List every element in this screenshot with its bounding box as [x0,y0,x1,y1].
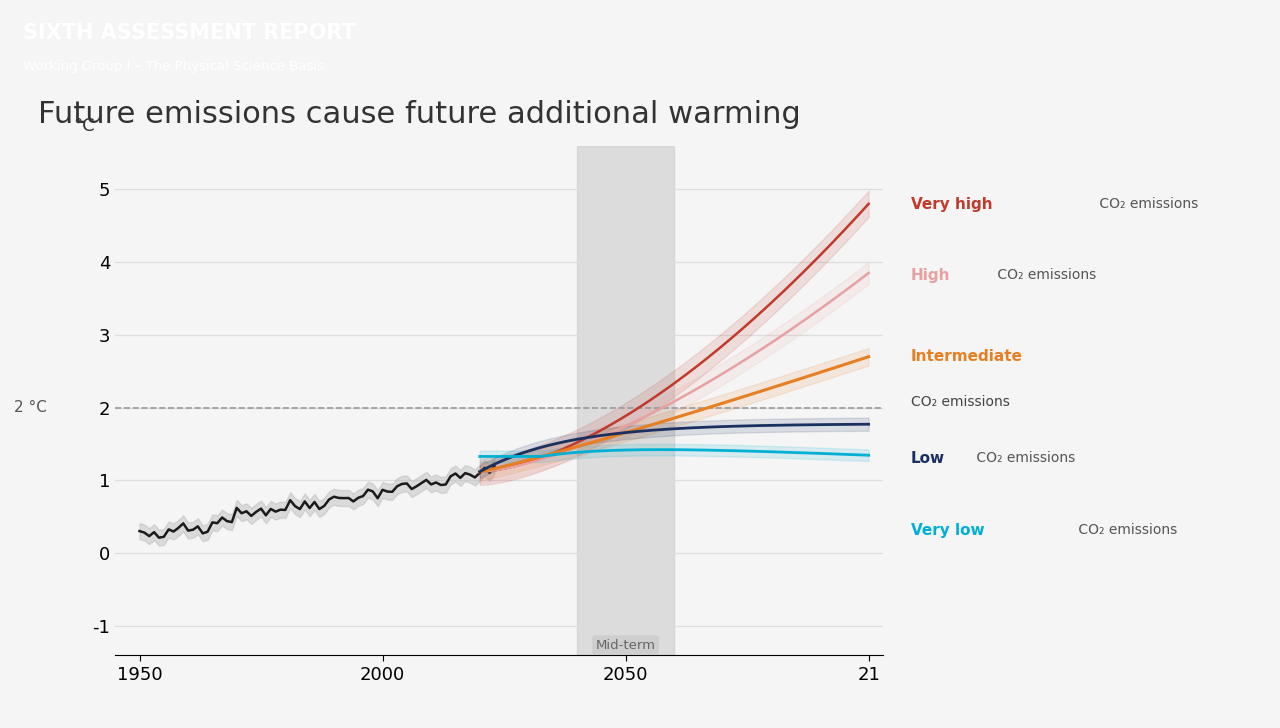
Text: CO₂ emissions: CO₂ emissions [1074,523,1178,537]
Text: SIXTH ASSESSMENT REPORT: SIXTH ASSESSMENT REPORT [23,23,356,44]
Text: CO₂ emissions: CO₂ emissions [1094,197,1198,210]
Text: Future emissions cause future additional warming: Future emissions cause future additional… [38,100,801,129]
Text: CO₂ emissions: CO₂ emissions [911,395,1010,409]
Text: Low: Low [911,451,945,467]
Text: High: High [911,268,950,283]
Text: 2 °C: 2 °C [14,400,47,415]
Text: Mid-term: Mid-term [595,638,655,652]
Text: Very low: Very low [911,523,984,538]
Text: Working Group I – The Physical Science Basis: Working Group I – The Physical Science B… [23,60,324,74]
Text: CO₂ emissions: CO₂ emissions [972,451,1075,465]
Text: Intermediate: Intermediate [911,349,1023,365]
Text: Very high: Very high [911,197,992,212]
Text: °C: °C [73,117,95,135]
Text: CO₂ emissions: CO₂ emissions [992,268,1096,282]
Bar [577,146,675,655]
